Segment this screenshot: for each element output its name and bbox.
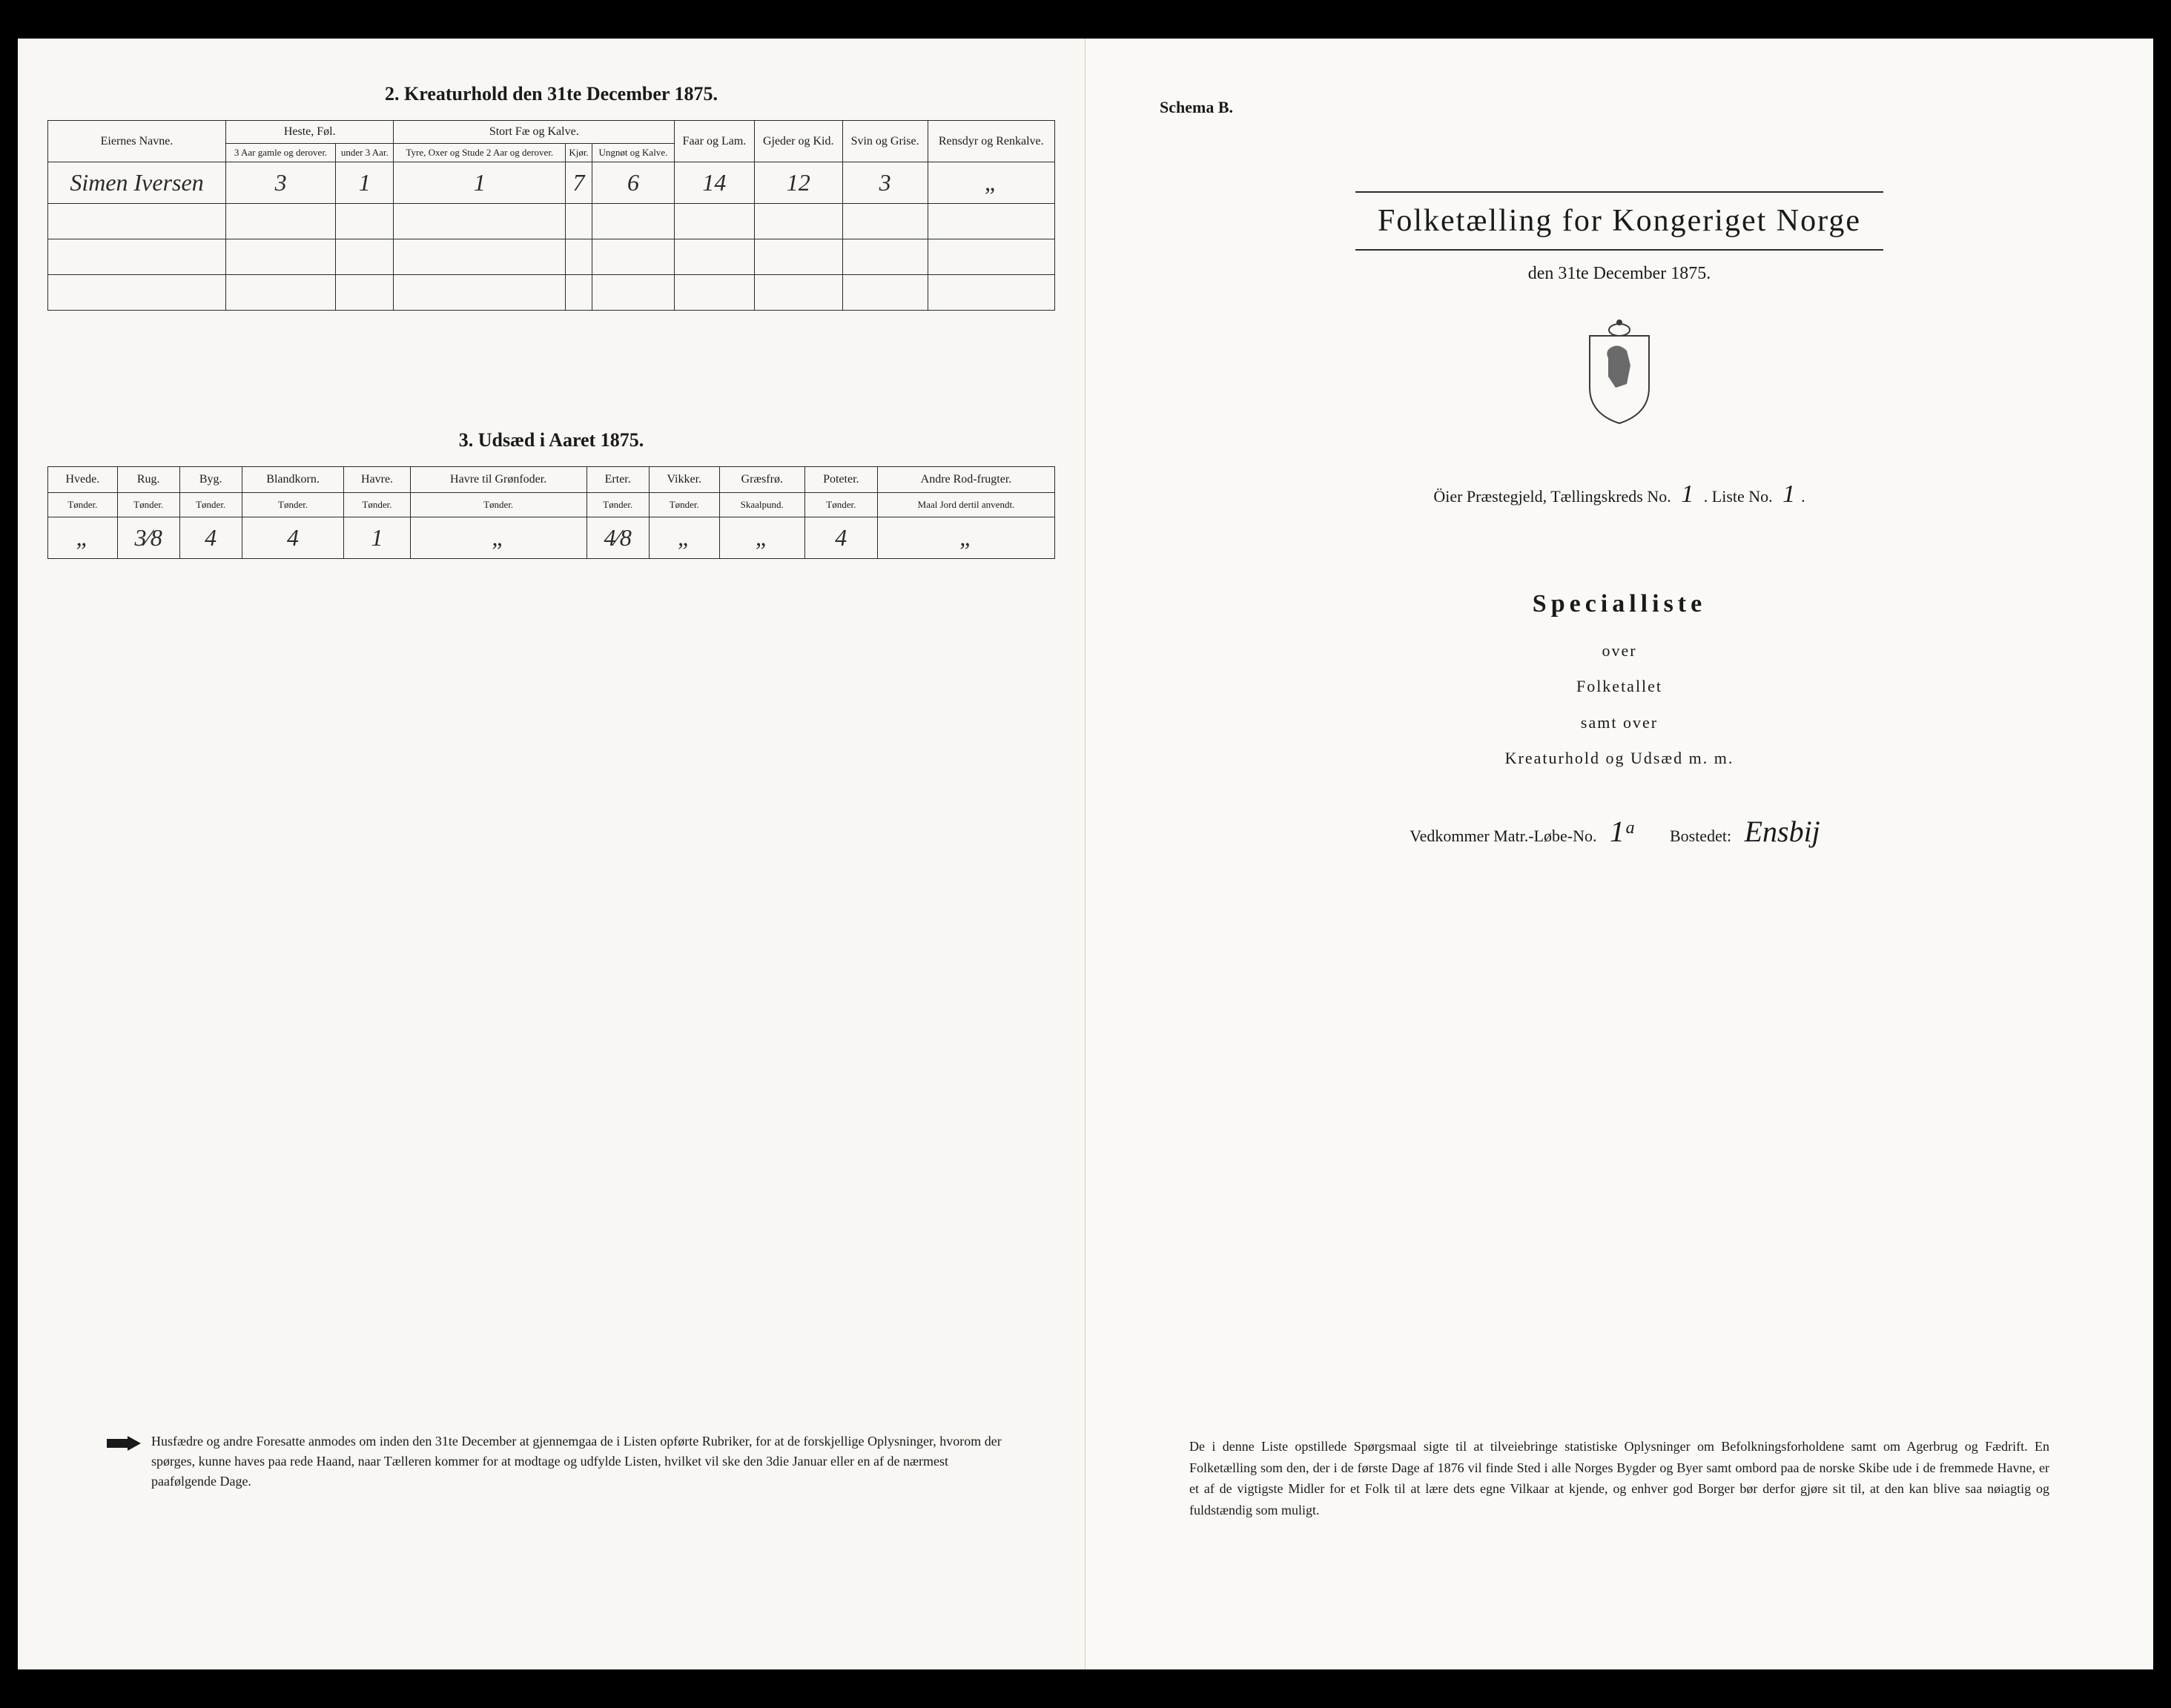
folketallet-label: Folketallet <box>1115 669 2124 704</box>
col-heste-3aar: 3 Aar gamle og derover. <box>226 144 336 162</box>
right-footer-text: De i denne Liste opstillede Spørgsmaal s… <box>1189 1436 2049 1521</box>
kreaturhold-table: Eiernes Navne. Heste, Føl. Stort Fæ og K… <box>47 120 1055 311</box>
col-poteter: Poteter. <box>804 467 877 493</box>
section-2-title: 2. Kreaturhold den 31te December 1875. <box>47 83 1055 105</box>
unit: Tønder. <box>586 493 649 517</box>
cell: 4 <box>804 517 877 559</box>
coat-of-arms-icon <box>1575 314 1664 425</box>
cell: 1 <box>394 162 566 204</box>
unit: Tønder. <box>804 493 877 517</box>
col-heste-under3: under 3 Aar. <box>336 144 394 162</box>
col-ungnot: Ungnøt og Kalve. <box>592 144 674 162</box>
section-3-title: 3. Udsæd i Aaret 1875. <box>47 429 1055 451</box>
unit: Tønder. <box>179 493 242 517</box>
group-stort: Stort Fæ og Kalve. <box>394 121 675 144</box>
cell: 4⁄8 <box>586 517 649 559</box>
cell: 3 <box>842 162 928 204</box>
cell: 3 <box>226 162 336 204</box>
cell: 1 <box>336 162 394 204</box>
cell: „ <box>410 517 586 559</box>
owner-name: Simen Iversen <box>48 162 226 204</box>
table-row <box>48 239 1055 275</box>
cell: 6 <box>592 162 674 204</box>
cell: 1 <box>344 517 410 559</box>
cell: 3⁄8 <box>117 517 179 559</box>
cell: „ <box>649 517 719 559</box>
unit: Tønder. <box>48 493 118 517</box>
cell: „ <box>928 162 1055 204</box>
bosted-value: Ensbij <box>1736 815 1829 848</box>
col-byg: Byg. <box>179 467 242 493</box>
cell: 4 <box>242 517 344 559</box>
parish-line: Öier Præstegjeld, Tællingskreds No. 1 . … <box>1115 480 2124 509</box>
col-svin: Svin og Grise. <box>842 121 928 162</box>
title-block: Folketælling for Kongeriget Norge den 31… <box>1115 191 2124 509</box>
center-lines: over Folketallet samt over Kreaturhold o… <box>1115 633 2124 777</box>
right-page: Schema B. Folketælling for Kongeriget No… <box>1086 39 2153 1669</box>
specialliste-title: Specialliste <box>1115 590 2124 618</box>
parish-label: Öier Præstegjeld, Tællingskreds No. <box>1433 487 1671 506</box>
col-graesfro: Græsfrø. <box>719 467 804 493</box>
unit: Maal Jord dertil anvendt. <box>877 493 1054 517</box>
over-label: over <box>1115 633 2124 669</box>
col-gjeder: Gjeder og Kid. <box>754 121 842 162</box>
liste-label: . Liste No. <box>1704 487 1773 506</box>
samt-label: samt over <box>1115 705 2124 741</box>
cell: „ <box>719 517 804 559</box>
col-havre-gron: Havre til Grønfoder. <box>410 467 586 493</box>
cell: 4 <box>179 517 242 559</box>
unit: Tønder. <box>649 493 719 517</box>
col-ren: Rensdyr og Renkalve. <box>928 121 1055 162</box>
kreaturhold-label: Kreaturhold og Udsæd m. m. <box>1115 741 2124 776</box>
col-rug: Rug. <box>117 467 179 493</box>
unit: Tønder. <box>117 493 179 517</box>
document-scan: 2. Kreaturhold den 31te December 1875. E… <box>18 39 2153 1669</box>
unit: Tønder. <box>410 493 586 517</box>
footer-text: Husfædre og andre Foresatte anmodes om i… <box>151 1434 1002 1489</box>
matr-label: Vedkommer Matr.-Løbe-No. <box>1410 827 1596 845</box>
schema-label: Schema B. <box>1160 98 2124 117</box>
left-footer-note: Husfædre og andre Foresatte anmodes om i… <box>151 1431 1011 1492</box>
bosted-label: Bostedet: <box>1670 827 1731 845</box>
cell: „ <box>48 517 118 559</box>
table-row: „ 3⁄8 4 4 1 „ 4⁄8 „ „ 4 „ <box>48 517 1055 559</box>
unit: Tønder. <box>344 493 410 517</box>
subtitle: den 31te December 1875. <box>1115 264 2124 284</box>
matr-no: 1ᵃ <box>1601 815 1645 848</box>
udsaed-table: Hvede. Rug. Byg. Blandkorn. Havre. Havre… <box>47 466 1055 559</box>
col-kjor: Kjør. <box>566 144 592 162</box>
unit: Tønder. <box>242 493 344 517</box>
unit: Skaalpund. <box>719 493 804 517</box>
cell: 12 <box>754 162 842 204</box>
table-row: Simen Iversen 3 1 1 7 6 14 12 3 „ <box>48 162 1055 204</box>
col-faar: Faar og Lam. <box>675 121 755 162</box>
col-andre: Andre Rod-frugter. <box>877 467 1054 493</box>
col-eiernes-navne: Eiernes Navne. <box>48 121 226 162</box>
cell: „ <box>877 517 1054 559</box>
col-erter: Erter. <box>586 467 649 493</box>
liste-no: 1 <box>1777 480 1801 508</box>
group-heste: Heste, Føl. <box>226 121 394 144</box>
kreds-no: 1 <box>1675 480 1699 508</box>
col-blandkorn: Blandkorn. <box>242 467 344 493</box>
left-page: 2. Kreaturhold den 31te December 1875. E… <box>18 39 1086 1669</box>
cell: 7 <box>566 162 592 204</box>
bottom-fields: Vedkommer Matr.-Løbe-No. 1ᵃ Bostedet: En… <box>1115 814 2124 849</box>
col-hvede: Hvede. <box>48 467 118 493</box>
table-row <box>48 204 1055 239</box>
main-title: Folketælling for Kongeriget Norge <box>1355 191 1883 251</box>
col-vikker: Vikker. <box>649 467 719 493</box>
col-havre: Havre. <box>344 467 410 493</box>
cell: 14 <box>675 162 755 204</box>
col-tyre: Tyre, Oxer og Stude 2 Aar og derover. <box>394 144 566 162</box>
pointing-hand-icon <box>107 1434 141 1452</box>
table-row <box>48 275 1055 311</box>
